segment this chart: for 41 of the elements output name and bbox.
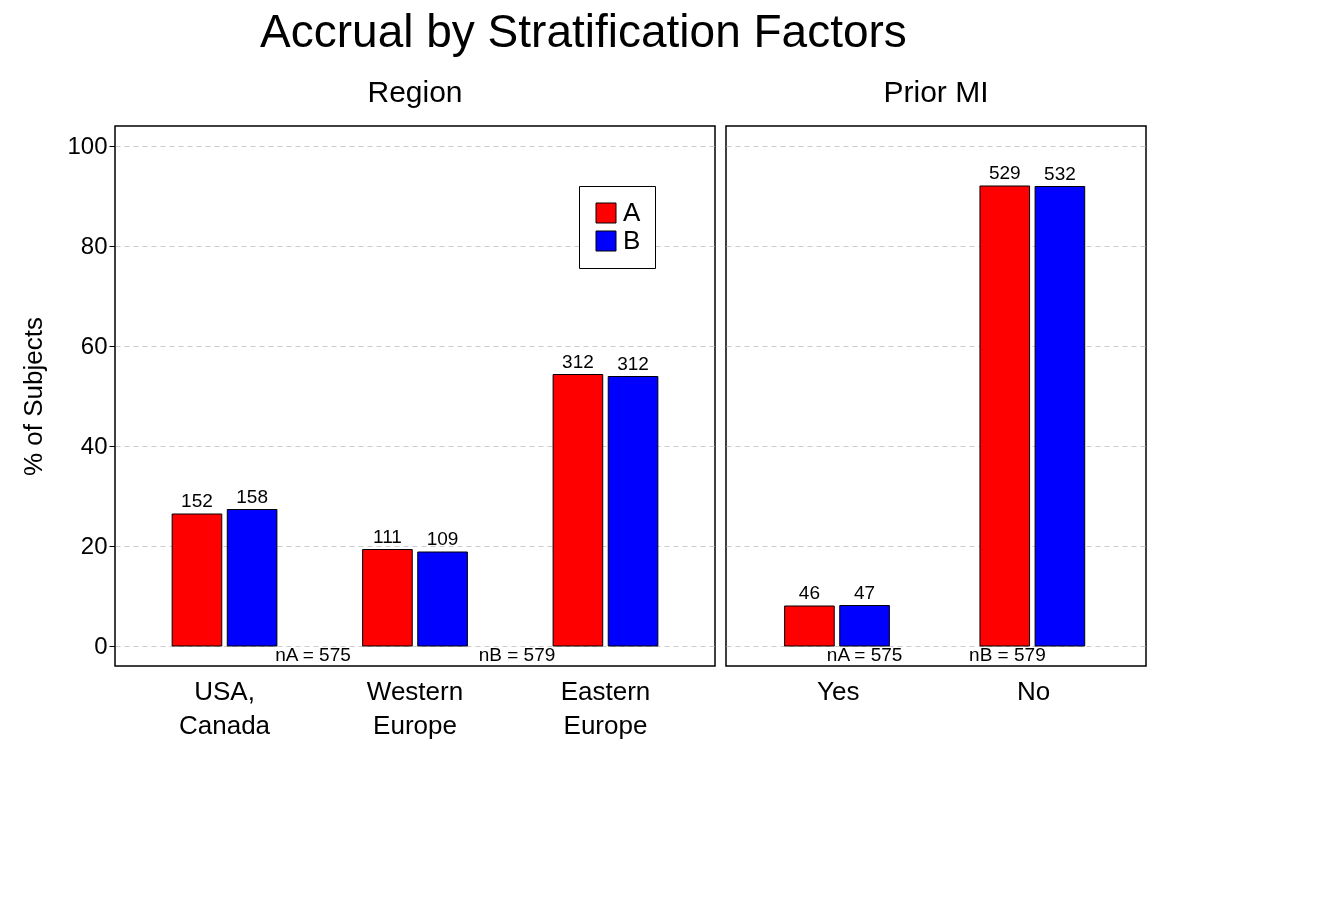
y-tick-label: 60 (80, 331, 108, 359)
annotation: nB = 579 (969, 644, 1046, 665)
y-tick-label: 80 (80, 231, 108, 259)
annotation: 532 (1044, 162, 1076, 184)
bar (607, 376, 659, 647)
y-tick-label: 0 (94, 631, 108, 659)
x-tick-label: Western Europe (366, 675, 464, 740)
bar (226, 509, 278, 647)
x-tick-label: No (1017, 675, 1051, 706)
annotation: 46 (798, 582, 820, 603)
annotation: 109 (426, 528, 459, 549)
bar (552, 374, 604, 647)
annotation: 529 (988, 162, 1021, 183)
y-axis-title: % of Subjects (18, 317, 49, 476)
bar (979, 185, 1031, 647)
annotation: nA = 575 (826, 644, 903, 665)
y-tick-label: 20 (80, 531, 108, 559)
x-tick-label: USA, Canada (178, 675, 271, 740)
annotation: 312 (562, 350, 594, 372)
annotation: 152 (181, 490, 213, 511)
annotation: nA = 575 (275, 644, 351, 665)
annotation: 47 (853, 581, 876, 603)
bar (362, 549, 413, 647)
bar (171, 513, 223, 647)
annotation: 111 (372, 525, 402, 547)
bar (417, 551, 468, 647)
legend-label: B (623, 225, 641, 255)
annotation: 312 (617, 352, 649, 374)
bar (784, 605, 835, 647)
x-tick-label: Yes (817, 675, 860, 706)
chart-subtitle: Region (367, 75, 463, 108)
y-tick-label: 100 (67, 131, 108, 159)
chart-title: Accrual by Stratification Factors (260, 5, 907, 58)
bar (839, 605, 890, 647)
x-tick-label: Eastern Europe (560, 675, 651, 740)
y-tick-label: 40 (80, 431, 108, 459)
chart-subtitle: Prior MI (883, 75, 989, 108)
bar (1034, 186, 1086, 647)
annotation: nB = 579 (478, 644, 556, 665)
legend-label: A (623, 197, 641, 227)
annotation: 158 (236, 485, 268, 507)
